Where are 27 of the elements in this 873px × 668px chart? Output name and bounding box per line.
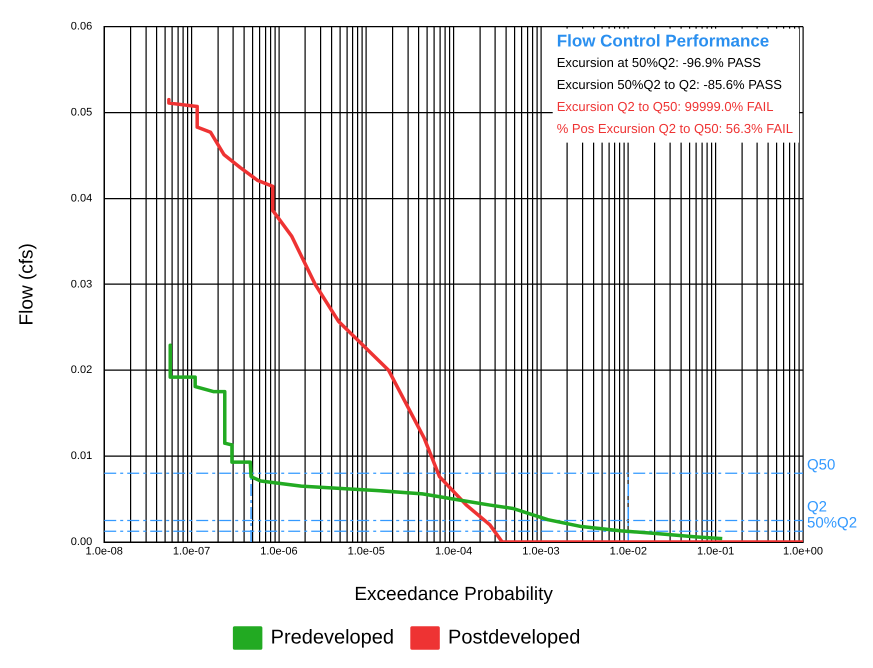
ref-line-label: 50%Q2 (807, 514, 858, 532)
x-tick-label: 1.0e-03 (522, 546, 560, 558)
y-axis-title: Flow (cfs) (16, 243, 38, 326)
x-tick-label: 1.0e-05 (348, 546, 385, 558)
x-tick-label: 1.0e-08 (86, 546, 123, 558)
legend-label: Predeveloped (270, 626, 394, 649)
x-tick-label: 1.0e-07 (172, 546, 210, 558)
y-tick-label: 0.05 (70, 106, 92, 119)
y-tick-label: 0.04 (70, 192, 92, 204)
annotation: Excursion Q2 to Q50: 99999.0% FAIL (556, 99, 774, 114)
legend-label: Postdeveloped (448, 626, 580, 649)
x-tick-label: 1.0e-06 (260, 546, 298, 558)
ref-line-label: Q50 (807, 456, 836, 474)
x-tick-label: 1.0e-01 (696, 546, 734, 558)
y-tick-label: 0.01 (70, 450, 92, 462)
y-tick-label: 0.06 (70, 20, 92, 33)
ref-line-label: Q2 (807, 498, 828, 516)
y-tick-label: 0.02 (70, 364, 92, 376)
x-tick-label: 1.0e-02 (610, 546, 647, 558)
x-tick-label: 1.0e-04 (434, 546, 472, 558)
annotation: Flow Control Performance (556, 31, 770, 50)
y-tick-label: 0.03 (70, 278, 92, 290)
annotation: Excursion at 50%Q2: -96.9% PASS (556, 55, 762, 70)
x-tick-label: 1.0e+00 (782, 546, 824, 558)
annotation: % Pos Excursion Q2 to Q50: 56.3% FAIL (556, 121, 794, 136)
x-axis-title: Exceedance Probability (354, 584, 554, 605)
annotation: Excursion 50%Q2 to Q2: -85.6% PASS (556, 77, 782, 92)
